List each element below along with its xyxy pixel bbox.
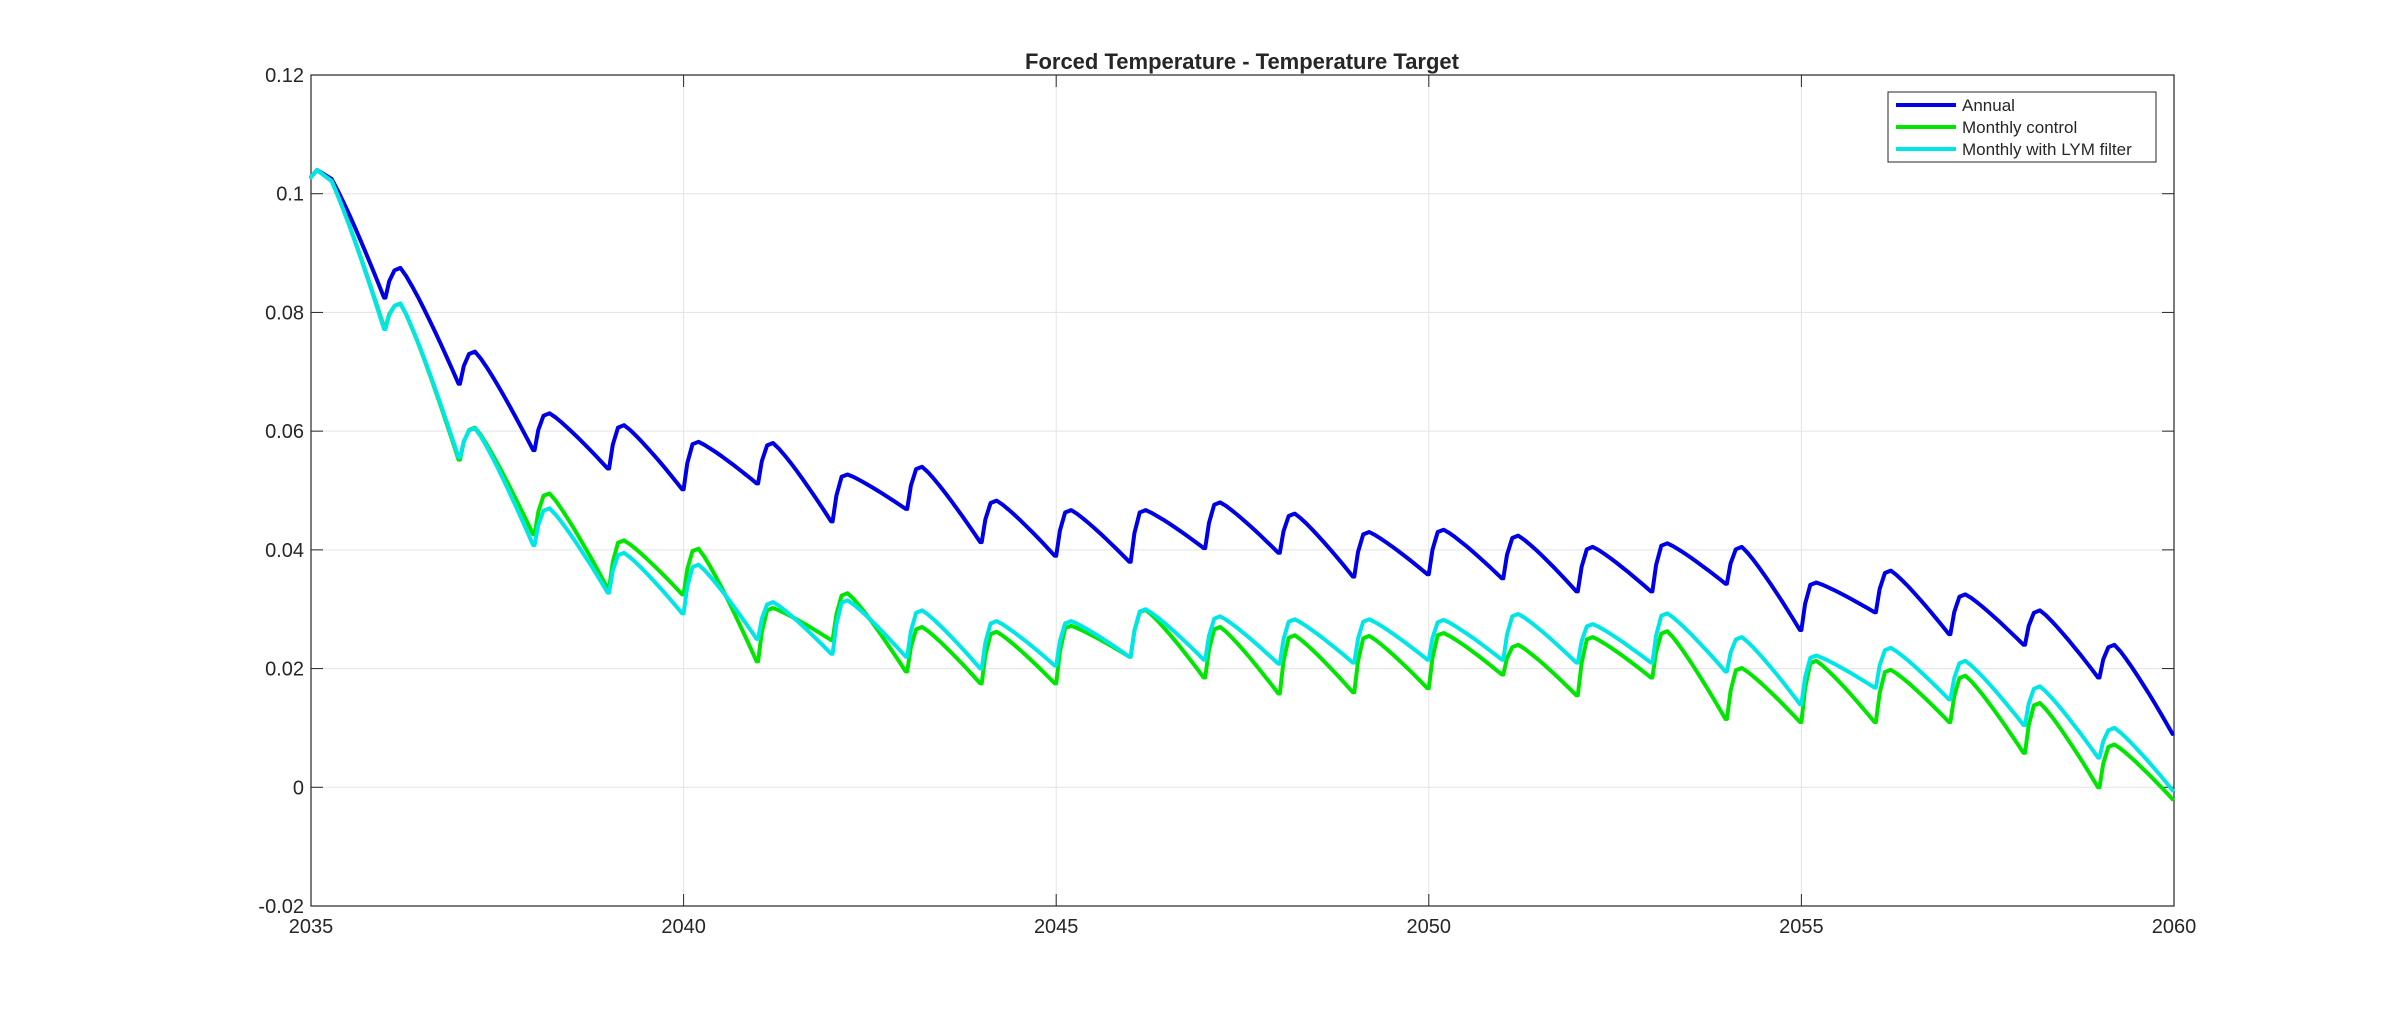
series-line-3 <box>309 168 2175 793</box>
legend-label: Annual <box>1962 96 2015 115</box>
y-tick-label: 0.02 <box>265 659 304 681</box>
y-tick-label: 0.06 <box>265 421 304 443</box>
y-tick-label: 0.04 <box>265 540 304 562</box>
legend-label: Monthly with LYM filter <box>1962 140 2132 159</box>
x-tick-label: 2035 <box>289 916 334 938</box>
chart-title: Forced Temperature - Temperature Target <box>1025 49 1460 74</box>
tick-labels: 2035 2040 2045 2050 2055 2060 -0.02 0 0.02 0.04 0.… <box>258 65 2196 938</box>
axes-box <box>310 74 2175 907</box>
y-tick-label: -0.02 <box>258 896 304 918</box>
series-lines <box>309 168 2175 802</box>
plot-area <box>311 75 2174 906</box>
y-tick-label: 0.1 <box>276 184 304 206</box>
legend: Annual Monthly control Monthly with LYM fi… <box>1887 91 2157 163</box>
y-tick-label: 0.08 <box>265 302 304 324</box>
x-tick-label: 2050 <box>1407 916 1452 938</box>
axes <box>310 74 2175 907</box>
x-tick-label: 2055 <box>1779 916 1824 938</box>
x-tick-label: 2045 <box>1034 916 1079 938</box>
x-tick-label: 2040 <box>661 916 706 938</box>
series-line-2 <box>309 168 2175 802</box>
grid-lines <box>310 74 2175 907</box>
y-tick-label: 0 <box>293 777 304 799</box>
x-tick-label: 2060 <box>2152 916 2197 938</box>
series-line-1 <box>309 168 2175 736</box>
legend-label: Monthly control <box>1962 118 2077 137</box>
y-tick-label: 0.12 <box>265 65 304 87</box>
